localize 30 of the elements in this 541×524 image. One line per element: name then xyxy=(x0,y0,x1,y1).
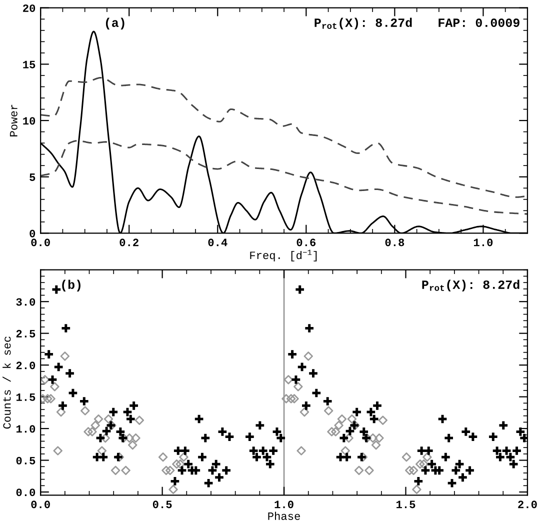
y-tick-label: 0.5 xyxy=(16,456,36,464)
x-axis-title: Phase xyxy=(268,512,300,520)
x-tick-label: 0.5 xyxy=(152,500,172,508)
x-tick-label: 1.5 xyxy=(396,500,416,508)
x-tick-label: 0.8 xyxy=(385,238,404,246)
y-tick-label: 2.5 xyxy=(16,330,36,338)
annotation: P$_{rot}$(X): 8.27d xyxy=(422,280,520,292)
y-tick-label: 1.5 xyxy=(16,394,36,401)
annotation: P$_{rot}$(X): 8.27d xyxy=(314,18,412,30)
annotation: (a) xyxy=(106,18,124,30)
x-tick-label: 0.4 xyxy=(208,238,228,246)
x-axis-title: Freq. [d$^{−1}$] xyxy=(250,250,317,262)
y-tick-label: 5 xyxy=(30,174,36,181)
y-tick-label: 20 xyxy=(23,4,36,12)
y-tick-label: 15 xyxy=(23,60,36,68)
x-tick-label: 2.0 xyxy=(518,500,537,508)
y-axis-title: Power xyxy=(10,104,18,136)
y-tick-label: 3.0 xyxy=(16,298,36,306)
x-tick-label: 1.0 xyxy=(274,500,294,508)
y-tick-label: 0 xyxy=(30,230,36,238)
y-tick-label: 10 xyxy=(23,117,36,125)
y-axis-title: Counts / k sec xyxy=(2,336,11,429)
x-tick-label: 1.0 xyxy=(474,238,493,246)
annotation: FAP: 0.0009 xyxy=(438,18,520,27)
annotation: (b) xyxy=(62,280,80,292)
y-tick-label: 2.0 xyxy=(16,362,36,370)
y-tick-label: 0.0 xyxy=(16,488,36,496)
x-tick-label: 0.2 xyxy=(120,238,138,246)
y-tick-label: 1.0 xyxy=(16,425,36,433)
x-tick-label: 0.6 xyxy=(296,238,316,246)
